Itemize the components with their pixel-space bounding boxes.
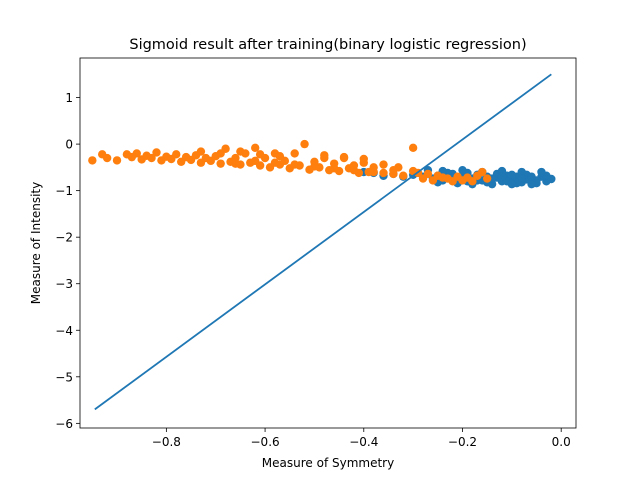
series-1-point [132, 149, 141, 158]
x-tick-label: −0.8 [152, 435, 181, 449]
series-1-point [310, 162, 319, 171]
y-tick-label: −4 [55, 324, 73, 338]
series-1-point [339, 152, 349, 162]
series-1-point [216, 149, 225, 158]
x-tick-label: −0.6 [251, 435, 280, 449]
series-1-point [290, 149, 299, 158]
series-1-point [423, 169, 433, 179]
series-1-point [216, 159, 225, 168]
series-1-point [369, 167, 378, 177]
series-0-point [537, 167, 546, 177]
series-1-point [379, 160, 388, 169]
y-tick-label: −2 [55, 231, 73, 245]
y-tick-label: 1 [65, 91, 73, 105]
series-1-point [394, 163, 403, 172]
series-1-point [251, 143, 260, 153]
x-axis-label: Measure of Symmetry [262, 456, 394, 470]
series-1-point [389, 169, 398, 179]
series-0-point [527, 179, 536, 189]
series-1-point [349, 165, 359, 175]
x-axis: −0.8 −0.6 −0.4 −0.2 0.0 [152, 428, 571, 449]
series-1-point [88, 156, 97, 165]
series-1-point [251, 156, 260, 166]
series-1-point [320, 151, 329, 160]
plot-frame [79, 57, 577, 429]
series-0-point [517, 174, 526, 183]
series-0-point [507, 179, 517, 189]
x-tick-label: −0.4 [349, 435, 378, 449]
series-1-point [152, 148, 161, 157]
series-1-point [379, 168, 388, 178]
series-0-point [517, 167, 526, 177]
series-1-point [399, 171, 408, 180]
decision-line-0 [94, 73, 552, 411]
y-tick-label: 0 [65, 138, 73, 152]
series-1-point [359, 154, 368, 164]
series-0-point [527, 172, 536, 181]
y-tick-label: −1 [55, 184, 73, 198]
y-tick-label: −5 [55, 370, 73, 384]
y-axis-label: Measure of Intensity [29, 182, 43, 304]
y-tick-label: −6 [55, 417, 73, 431]
chart-title: Sigmoid result after training(binary log… [129, 37, 526, 53]
series-1-point [433, 171, 443, 180]
series-1-point [270, 158, 280, 167]
x-tick-label: −0.2 [448, 435, 477, 449]
series-1-point [408, 143, 418, 153]
series-1-point [196, 147, 206, 156]
series-1-point [236, 147, 245, 156]
series-1-point [147, 153, 156, 163]
series-1-point [255, 150, 265, 159]
series-1-point [482, 174, 492, 183]
series-1-point [443, 174, 452, 183]
y-tick-label: −3 [55, 277, 73, 291]
series-0-point [507, 170, 517, 180]
series-1-point [102, 153, 112, 163]
series-1-point [478, 167, 487, 177]
series-1-point [112, 156, 122, 165]
plot-area [88, 73, 556, 411]
series-1-point [300, 139, 309, 149]
series-1-point [468, 177, 477, 186]
series-1-point [231, 159, 240, 168]
series-1-point [172, 150, 181, 159]
series-1-point [275, 152, 285, 161]
series-1-point [329, 164, 339, 173]
y-axis: −6 −5 −4 −3 −2 −1 0 1 [55, 91, 80, 431]
series-0-point [458, 165, 467, 175]
series-1-point [290, 160, 299, 169]
x-tick-label: 0.0 [552, 435, 571, 449]
series-0-point [497, 172, 507, 181]
